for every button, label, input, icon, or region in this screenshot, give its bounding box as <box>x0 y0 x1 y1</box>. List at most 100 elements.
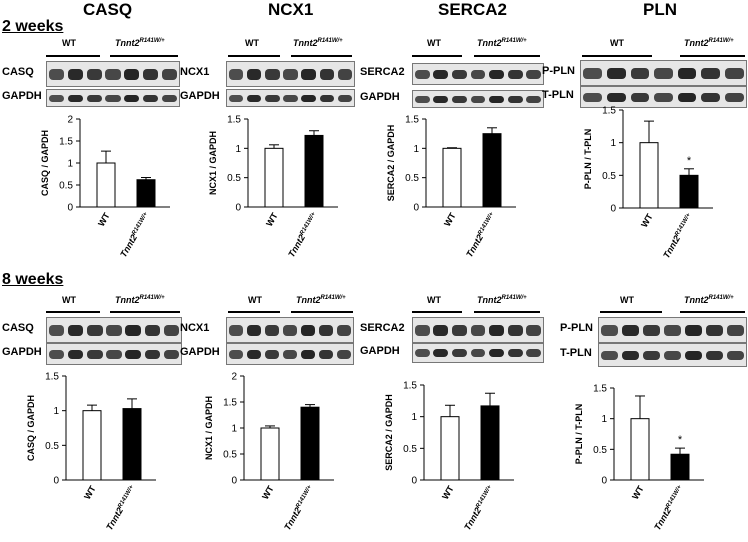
western-blot-0-serca2-target-band <box>526 70 542 79</box>
western-blot-1-ncx1-control-band <box>318 350 334 359</box>
western-blot-0-pln-target <box>580 60 747 86</box>
bar-mutant <box>136 179 156 208</box>
group-label-mut-1-ncx1: Tnnt2R141W/+ <box>296 295 346 305</box>
y-tick-label: 1 <box>53 406 59 417</box>
group-label-mut-0-pln: Tnnt2R141W/+ <box>684 38 734 48</box>
group-line-wt-1-pln <box>600 311 662 313</box>
category-label-mutant: Tnnt2R141W/+ <box>464 211 498 259</box>
group-label-wt-0-ncx1: WT <box>245 38 259 48</box>
western-blot-1-casq-target <box>46 317 182 343</box>
y-tick-label: 1 <box>413 144 419 155</box>
group-label-mut-text-1-serca2-main: Tnnt2R141W/+ <box>477 295 527 305</box>
y-tick-label: 2 <box>67 115 73 126</box>
western-blot-0-serca2-target-band <box>433 70 449 79</box>
group-label-mut-text-1-ncx1-main: Tnnt2R141W/+ <box>296 295 346 305</box>
category-label-mutant: Tnnt2R141W/+ <box>282 484 316 532</box>
group-label-mut-text-1-pln-main: Tnnt2R141W/+ <box>684 295 734 305</box>
western-blot-0-pln-control-band <box>654 93 673 102</box>
group-label-mut-text-1-casq-sup: R141W/+ <box>139 295 165 301</box>
western-blot-0-serca2-control-band <box>470 95 486 103</box>
western-blot-1-pln-control-band <box>622 350 639 361</box>
blot-label-0-casq-control: GAPDH <box>2 90 42 102</box>
western-blot-1-ncx1-target-band <box>318 325 334 336</box>
bar-chart-8w-pln: 0 0.5 1 1.5 P-PLN / T-PLN * WT Tnnt2R141W/+ <box>574 384 704 532</box>
y-tick-label: 0.5 <box>59 181 73 192</box>
bar-mutant <box>304 134 324 208</box>
group-line-wt-1-serca2 <box>412 311 462 313</box>
y-axis-label: SERCA2 / GAPDH <box>386 125 396 202</box>
y-tick-label: 0.5 <box>602 171 616 182</box>
bar-chart-2w-casq: 0 0.5 1 1.5 2 CASQ / GAPDH WT Tnnt2R141W/+ <box>40 115 170 259</box>
bar-wt <box>82 410 102 481</box>
group-label-mut-text-0-ncx1: Tnnt2R141W/+ <box>293 38 343 48</box>
y-tick-label: 1 <box>235 144 241 155</box>
group-label-wt-0-serca2: WT <box>427 38 441 48</box>
bar-chart-2w-ncx1: 0 0.5 1 1.5 NCX1 / GAPDH WT Tnnt2R141W/+ <box>208 115 338 259</box>
western-blot-0-pln-target-band <box>724 68 744 79</box>
western-blot-1-serca2-control-band <box>489 349 504 358</box>
group-label-mut-text-1-ncx1: Tnnt2R141W/+ <box>296 295 346 305</box>
group-label-mut-1-pln: Tnnt2R141W/+ <box>684 295 734 305</box>
western-blot-1-ncx1-control-band <box>228 350 244 359</box>
western-blot-1-ncx1-target-band <box>336 325 352 336</box>
western-blot-0-pln-control-band <box>701 93 721 102</box>
y-axis-label: CASQ / GAPDH <box>26 395 36 461</box>
western-blot-0-ncx1-target <box>226 61 355 87</box>
group-label-wt-1-serca2: WT <box>427 295 441 305</box>
bar-chart-2w-serca2: 0 0.5 1 1.5 SERCA2 / GAPDH WT Tnnt2R141W/+ <box>386 115 516 259</box>
western-blot-0-ncx1-target-band <box>265 69 280 80</box>
western-blot-0-ncx1-target-band <box>283 69 298 80</box>
category-label-mutant: Tnnt2R141W/+ <box>652 484 686 532</box>
western-blot-1-ncx1-control-band <box>300 350 316 359</box>
group-label-mut-text-1-serca2-sup: R141W/+ <box>501 295 527 301</box>
y-tick-label: 1.5 <box>59 137 73 148</box>
group-line-mut-1-ncx1 <box>291 311 353 313</box>
western-blot-1-serca2-control-band <box>414 349 430 358</box>
y-tick-label: 0.5 <box>45 441 59 452</box>
western-blot-1-serca2-control-band <box>526 349 542 358</box>
western-blot-1-ncx1-target-band <box>282 325 298 336</box>
western-blot-1-casq-control-band <box>68 350 84 359</box>
category-label-wt: WT <box>442 211 458 229</box>
bar-chart-8w-serca2: 0 0.5 1 1.5 SERCA2 / GAPDH WT Tnnt2R141W/+ <box>384 381 514 532</box>
y-axis-label: CASQ / GAPDH <box>40 130 50 196</box>
significance-star: * <box>678 434 683 446</box>
western-blot-0-casq-target-band <box>86 69 102 80</box>
y-tick-label: 1 <box>411 412 417 423</box>
y-tick-label: 0 <box>413 203 419 214</box>
western-blot-0-pln-control-band <box>583 93 603 102</box>
western-blot-0-ncx1-control <box>226 89 355 107</box>
western-blot-1-casq-target-band <box>106 325 122 336</box>
y-tick-label: 1.5 <box>223 398 237 409</box>
group-label-wt-0-casq: WT <box>62 38 76 48</box>
bar-wt <box>96 162 116 208</box>
blot-label-1-pln-control: T-PLN <box>560 347 592 359</box>
western-blot-1-pln-control-band <box>727 350 744 361</box>
y-tick-label: 1.5 <box>593 384 607 395</box>
blot-label-0-serca2-control: GAPDH <box>360 91 400 103</box>
bar-chart-8w-ncx1: 0 0.5 1 1.5 2 NCX1 / GAPDH WT Tnnt2R141W/+ <box>204 372 334 532</box>
blot-label-0-pln-target: P-PLN <box>542 65 575 77</box>
group-line-mut-1-pln <box>680 311 745 313</box>
group-label-wt-1-pln: WT <box>620 295 634 305</box>
western-blot-1-casq-control-band <box>87 350 103 359</box>
category-label-wt: WT <box>639 212 655 230</box>
western-blot-1-casq-target-band <box>68 325 84 336</box>
western-blot-0-casq-control-band <box>67 94 83 102</box>
category-label-mutant: Tnnt2R141W/+ <box>104 484 138 532</box>
western-blot-1-serca2-control <box>412 343 544 363</box>
blot-label-1-ncx1-control: GAPDH <box>180 346 220 358</box>
header-serca2: SERCA2 <box>438 0 507 19</box>
header-pln: PLN <box>643 0 677 19</box>
western-blot-0-casq-control <box>46 89 180 107</box>
bar-wt <box>260 427 280 481</box>
western-blot-0-pln-target-band <box>701 68 721 79</box>
western-blot-1-pln-control-band <box>706 350 723 361</box>
group-label-mut-text-0-pln: Tnnt2R141W/+ <box>684 38 734 48</box>
western-blot-0-serca2-target-band <box>489 70 504 79</box>
group-label-wt-0-pln: WT <box>610 38 624 48</box>
western-blot-1-casq-target-band <box>87 325 103 336</box>
western-blot-1-ncx1-control-band <box>264 350 280 359</box>
y-tick-label: 0 <box>53 476 59 487</box>
group-line-mut-1-serca2 <box>474 311 540 313</box>
